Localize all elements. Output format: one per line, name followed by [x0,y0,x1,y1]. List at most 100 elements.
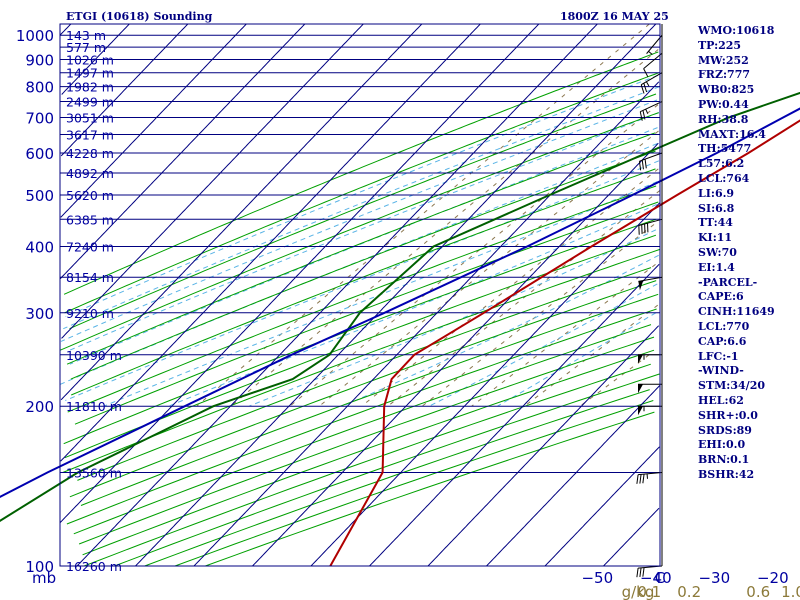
height-label: 1982 m [66,80,114,95]
isotherm-line [60,23,72,36]
mixing-ratio-line [196,23,650,407]
wind-barb-full [641,160,644,170]
index-item: BSHR:42 [698,467,755,481]
wind-barb-half [645,108,649,114]
index-item: LCL:764 [698,171,750,185]
index-item: MAXT:16.4 [698,127,766,141]
moist-adiabat-line [63,86,660,330]
isotherm-line [427,325,660,567]
dry-adiabat-line [63,218,656,445]
height-label: 10390 m [66,348,122,363]
mixing-ratio-unit: g/kg [622,583,655,600]
isotherm-line [60,23,481,462]
index-item: LI:6.9 [698,186,735,200]
wind-barb-full [638,161,642,171]
wind-barb [640,72,663,94]
wind-barb-staff [638,472,663,476]
pressure-tick-label: 200 [25,398,54,416]
wind-barb-staff [643,52,663,70]
mixing-ratio-line [289,104,659,407]
temperature-tick-label: −20 [757,569,789,587]
index-item: SRDS:89 [698,423,752,437]
height-label: 143 m [66,28,106,43]
isotherm-line [135,23,657,567]
dry-adiabat-line [80,293,659,506]
height-label: 9210 m [66,306,114,321]
height-label: 5620 m [66,188,114,203]
moist-adiabat-line [428,283,658,407]
dry-adiabat-line [205,411,655,567]
index-item: LFC:-1 [698,349,739,363]
wind-barb [638,152,663,171]
dry-adiabat-line [69,93,657,330]
index-item: BRN:0.1 [698,453,750,467]
index-item: CAPE:6 [698,290,744,304]
wind-barb-flag [638,280,644,291]
dry-adiabat-line [62,248,661,473]
dry-adiabat-line [174,400,654,567]
isotherm-line [193,81,660,567]
wind-barb-full [640,84,645,94]
pressure-tick-label: 600 [25,145,54,163]
moist-adiabat-line [168,203,657,407]
wind-barb-staff [638,218,663,226]
dry-adiabat-line [78,336,655,545]
sounding-title: ETGI (10618) Sounding [66,10,213,23]
height-label: 7240 m [66,239,114,254]
dewpoint-profile [0,91,800,522]
wind-barb [636,472,663,484]
wind-barb-half [648,50,653,55]
temperature-tick-label: −30 [698,569,730,587]
wind-barb [646,34,663,55]
wind-barb [638,383,662,394]
temperature-tick-label: −40 [640,569,672,587]
wind-barb-flag [638,406,643,416]
dry-adiabat-line [82,349,655,556]
mixing-ratio-line [421,224,655,407]
isotherm-line [60,23,247,218]
dry-adiabat-line [70,150,656,380]
height-label: 8154 m [66,270,114,285]
pressure-tick-label: 1000 [16,27,54,45]
index-item: EHI:0.0 [698,438,746,452]
isotherm-line [486,384,661,567]
wind-barb-staff [646,34,663,54]
wind-barb-full [642,110,646,120]
wind-barbs [636,24,663,578]
index-item: STM:34/20 [698,379,765,393]
index-item: L57:6.2 [698,157,745,171]
wind-barb [643,52,663,78]
mixing-ratio-line [471,264,656,407]
isotherm-line [59,23,540,523]
isotherm-line [59,23,306,280]
dry-adiabat-line [71,168,656,396]
moist-adiabat-line [60,143,658,385]
dry-adiabat-line [69,280,657,498]
height-label: 4892 m [66,166,114,181]
isotherm-line [60,23,423,401]
height-label: 1026 m [66,53,114,68]
index-item: WB0:825 [698,83,755,97]
sounding-timestamp: 1800Z 16 MAY 25 [560,10,669,23]
dry-adiabat-line [64,72,660,314]
height-label: 3617 m [66,128,114,143]
wind-barb-full [636,568,639,578]
moist-adiabat-line [69,112,660,351]
wind-barb-full [643,83,648,93]
dry-adiabats [60,51,661,567]
dry-adiabat-line [144,389,650,567]
index-item: HEL:62 [698,393,744,407]
celsius-label: C [655,569,665,587]
dry-adiabat-line [66,308,657,525]
height-label: 3051 m [66,110,114,125]
index-item: EI:1.4 [698,260,735,274]
index-item: SW:70 [698,245,737,259]
isotherm-line [310,202,660,567]
isotherm-line [76,23,598,567]
height-label: 1497 m [66,66,114,81]
index-item: LCL:770 [698,319,750,333]
wind-barb-full [639,111,643,121]
mixing-ratio-line [318,130,659,407]
index-item: SI:6.8 [698,201,735,215]
